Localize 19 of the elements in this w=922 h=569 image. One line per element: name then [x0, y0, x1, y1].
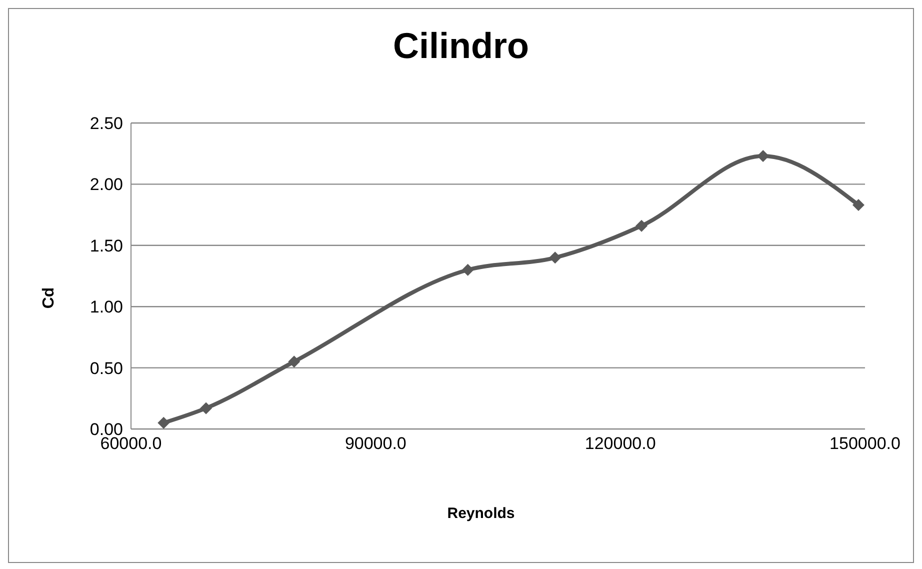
point: [462, 264, 474, 276]
point: [636, 220, 648, 232]
y-tick-label: 1.50: [90, 236, 123, 256]
x-tick-label: 60000.0: [100, 434, 162, 454]
y-tick-label: 1.00: [90, 298, 123, 317]
chart-title: Cilindro: [392, 25, 530, 67]
point: [549, 252, 562, 264]
y-tick-label: 2.50: [90, 114, 123, 134]
point: [200, 402, 212, 414]
x-axis-title: Reynolds: [446, 505, 516, 522]
point: [852, 199, 864, 212]
x-tick-label: 90000.0: [344, 434, 406, 454]
y-axis-title: Cd: [40, 287, 59, 309]
x-tick-label: 120000.0: [584, 434, 656, 454]
y-tick-label: 2.00: [90, 175, 123, 194]
point: [158, 416, 170, 429]
y-tick-label: 0.50: [90, 358, 123, 378]
x-tick-label: 150000.0: [830, 434, 900, 454]
point: [288, 356, 300, 368]
